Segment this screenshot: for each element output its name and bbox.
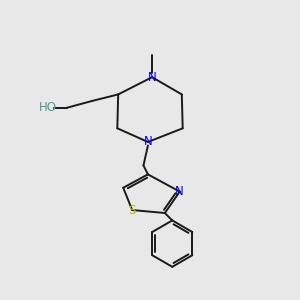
- Text: N: N: [143, 136, 152, 148]
- Text: S: S: [128, 203, 136, 217]
- Text: N: N: [175, 185, 184, 198]
- Text: N: N: [148, 71, 157, 84]
- Text: HO: HO: [38, 101, 56, 114]
